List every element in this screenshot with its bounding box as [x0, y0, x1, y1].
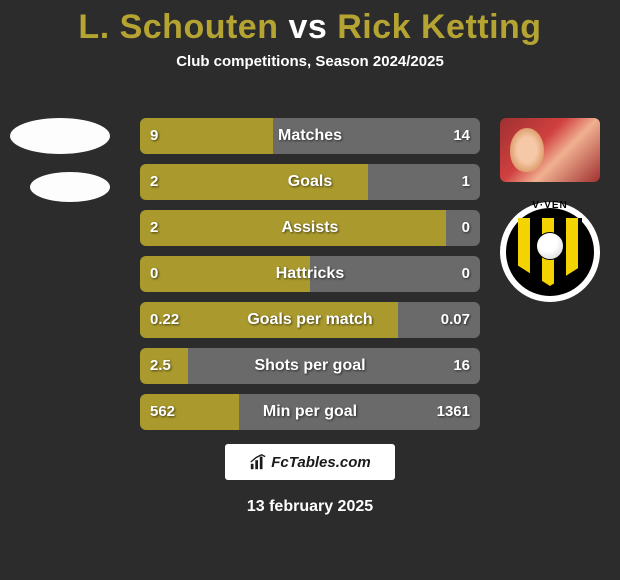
player1-avatar-placeholder — [10, 118, 110, 154]
player2-avatar-column: V·VEN — [500, 118, 600, 302]
watermark-text: FcTables.com — [271, 454, 370, 471]
stat-label: Min per goal — [140, 394, 480, 430]
chart-icon — [249, 453, 267, 471]
stat-label: Goals per match — [140, 302, 480, 338]
player2-name: Rick Ketting — [337, 8, 541, 46]
stat-row: 5621361Min per goal — [140, 394, 480, 430]
stat-row: 914Matches — [140, 118, 480, 154]
stat-label: Shots per goal — [140, 348, 480, 384]
comparison-chart: 914Matches 21Goals 20Assists 00Hattricks 0.2… — [140, 118, 480, 440]
player1-name: L. Schouten — [78, 8, 278, 46]
player2-photo — [500, 118, 600, 182]
stat-row: 00Hattricks — [140, 256, 480, 292]
stat-row: 21Goals — [140, 164, 480, 200]
stat-row: 20Assists — [140, 210, 480, 246]
stat-label: Hattricks — [140, 256, 480, 292]
stat-label: Matches — [140, 118, 480, 154]
player1-avatar-column — [10, 118, 110, 220]
stat-row: 2.516Shots per goal — [140, 348, 480, 384]
player1-club-placeholder — [30, 172, 110, 202]
stat-row: 0.220.07Goals per match — [140, 302, 480, 338]
page-title: L. Schouten vs Rick Ketting — [0, 0, 620, 47]
date-text: 13 february 2025 — [0, 498, 620, 516]
subtitle: Club competitions, Season 2024/2025 — [0, 53, 620, 70]
watermark: FcTables.com — [225, 444, 395, 480]
vs-text: vs — [288, 8, 327, 46]
player2-club-badge: V·VEN — [500, 202, 600, 302]
stat-label: Assists — [140, 210, 480, 246]
stat-label: Goals — [140, 164, 480, 200]
